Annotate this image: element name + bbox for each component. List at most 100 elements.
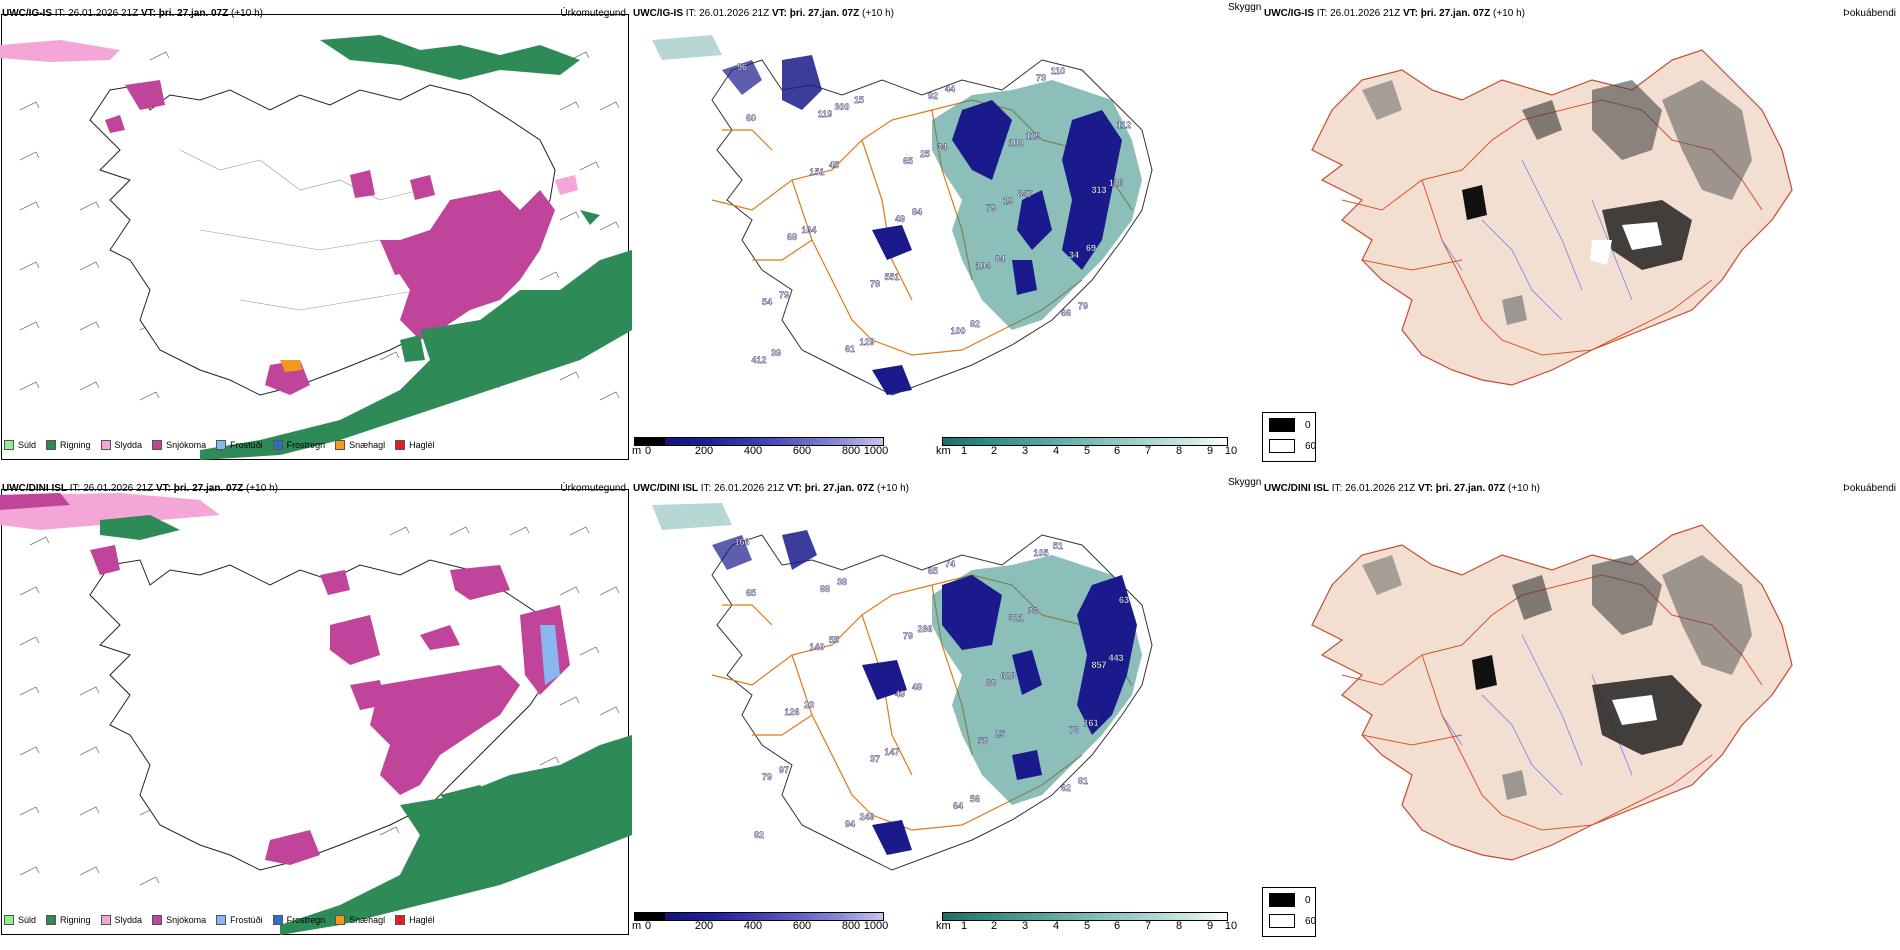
station-value: 147 <box>884 747 899 757</box>
cloud-unit: km <box>936 920 951 932</box>
it-label: IT: <box>685 8 697 19</box>
station-value: 104 <box>975 261 990 271</box>
station-value: 82 <box>754 830 764 840</box>
legend-item-rain: Rigning <box>46 440 91 450</box>
station-value: 36 <box>1028 606 1038 616</box>
station-value: 88 <box>820 584 830 594</box>
station-value: 116 <box>1109 178 1124 188</box>
station-value: 34 <box>937 142 947 152</box>
terrain-tick: 600 <box>792 445 812 457</box>
station-value: 628 <box>1000 671 1015 681</box>
it-label: IT: <box>69 483 81 494</box>
panel-title: UWC/DINI ISL IT: 26.01.2026 21Z VT: þri.… <box>2 483 278 494</box>
station-value: 102 <box>1008 138 1023 148</box>
station-value: 97 <box>779 765 789 775</box>
station-value: 321 <box>1008 613 1023 623</box>
freezing-drizzle-swatch <box>216 440 227 450</box>
station-value: 34 <box>1069 250 1079 260</box>
it-value: 26.01.2026 21Z <box>83 483 154 494</box>
cloud-tick: 5 <box>1083 920 1091 932</box>
station-value: 65 <box>746 588 756 598</box>
station-value: 84 <box>912 207 922 217</box>
precip-map <box>0 35 632 460</box>
cloud-unit: km <box>936 445 951 457</box>
sleet-swatch <box>100 915 111 925</box>
legend-label: Frostregn <box>286 915 326 925</box>
legend-item-ice-pellets: Snæhagl <box>335 440 385 450</box>
station-value: 313 <box>1091 185 1106 195</box>
station-value: 60 <box>746 113 756 123</box>
station-values: 166 88 79 68 76 79 94 65 321 857 126 37 64 105 63 140 49… <box>734 537 1129 840</box>
terrain-cloud-areas <box>652 503 1142 855</box>
panel-title: UWC/DINI ISL IT: 26.01.2026 21Z VT: þri.… <box>633 483 909 494</box>
cloud-tick: 2 <box>990 445 998 457</box>
station-value: 55 <box>829 635 839 645</box>
panel-title: UWC/IG-IS IT: 26.01.2026 21Z VT: þri. 27… <box>1264 8 1525 19</box>
cloud-tick: 9 <box>1206 445 1214 457</box>
lead-time: (+10 h) <box>1493 8 1525 19</box>
precip-title: Úrkomutegund <box>560 483 626 494</box>
terrain-tick: 400 <box>743 920 763 932</box>
station-value: 151 <box>809 167 824 177</box>
terrain-tick: 0 <box>644 920 652 932</box>
freezing-drizzle-swatch <box>216 915 227 925</box>
station-value: 48 <box>912 682 922 692</box>
station-values: 96 119 65 79 34 54 61 92 102 313 68 78 100 73 112 151 49… <box>737 62 1132 365</box>
fog-indicator-panel: UWC/DINI ISL IT: 26.01.2026 21Z VT: þri.… <box>1262 475 1900 950</box>
station-value: 94 <box>845 819 855 829</box>
station-value: 44 <box>945 84 955 94</box>
fog-legend-black-label: 0 <box>1305 894 1311 906</box>
legend-label: Snjókoma <box>166 440 207 450</box>
fog-legend: 0 60 <box>1262 887 1316 937</box>
legend-item-hail: Haglél <box>395 915 435 925</box>
it-value: 26.01.2026 21Z <box>714 483 785 494</box>
station-value: 129 <box>859 337 874 347</box>
legend-item-freezing-rain: Frostregn <box>272 440 325 450</box>
black-swatch <box>1269 418 1295 432</box>
station-value: 84 <box>995 254 1005 264</box>
precip-legend: Súld Rigning Slydda Snjókoma Frostúði Fr… <box>4 915 435 925</box>
precip-map-frame <box>1 489 629 935</box>
snow-swatch <box>152 915 163 925</box>
black-swatch <box>1269 893 1295 907</box>
fog-legend-black: 0 <box>1269 418 1311 432</box>
station-value: 110 <box>1051 66 1066 76</box>
model-name: UWC/IG-IS <box>2 8 52 19</box>
station-value: 300 <box>834 102 849 112</box>
it-label: IT: <box>54 8 66 19</box>
terrain-tick: 200 <box>694 445 714 457</box>
legend-item-freezing-drizzle: Frostúði <box>216 440 263 450</box>
cloud-tick: 6 <box>1113 445 1121 457</box>
legend-label: Frostúði <box>230 915 263 925</box>
precip-type-panel: UWC/IG-IS IT: 26.01.2026 21Z VT: þri. 27… <box>0 0 632 475</box>
cloud-base-colorbar <box>942 437 1228 446</box>
station-value: 23 <box>804 700 814 710</box>
station-value: 847 <box>1017 189 1032 199</box>
cloud-colorbar-labels: km 1 2 3 4 5 6 7 8 9 10 <box>936 445 1237 457</box>
station-value: 119 <box>1026 131 1041 141</box>
station-value: 66 <box>1061 308 1071 318</box>
cloud-tick: 7 <box>1144 920 1152 932</box>
terrain-tick: 1000 <box>863 920 889 932</box>
fog-legend-black: 0 <box>1269 893 1311 907</box>
legend-label: Haglél <box>409 440 435 450</box>
terrain-tick: 400 <box>743 445 763 457</box>
vt-label: VT: <box>771 8 787 19</box>
row-ig-is: UWC/IG-IS IT: 26.01.2026 21Z VT: þri. 27… <box>0 0 1896 475</box>
station-value: 249 <box>859 812 874 822</box>
station-value: 74 <box>945 559 955 569</box>
station-value: 164 <box>801 225 816 235</box>
station-value: 443 <box>1108 653 1123 663</box>
station-value: 105 <box>1033 548 1048 558</box>
station-value: 92 <box>928 91 938 101</box>
vt-label: VT: <box>140 8 156 19</box>
fog-legend-black-label: 0 <box>1305 419 1311 431</box>
station-value: 100 <box>950 326 965 336</box>
lead-time: (+10 h) <box>877 483 909 494</box>
station-value: 551 <box>884 272 899 282</box>
cloud-colorbar-labels: km 1 2 3 4 5 6 7 8 9 10 <box>936 920 1237 932</box>
station-value: 79 <box>1078 301 1088 311</box>
cloud-tick: 1 <box>960 920 968 932</box>
fog-legend-white: 60 <box>1269 914 1316 928</box>
cloud-tick: 3 <box>1021 920 1029 932</box>
